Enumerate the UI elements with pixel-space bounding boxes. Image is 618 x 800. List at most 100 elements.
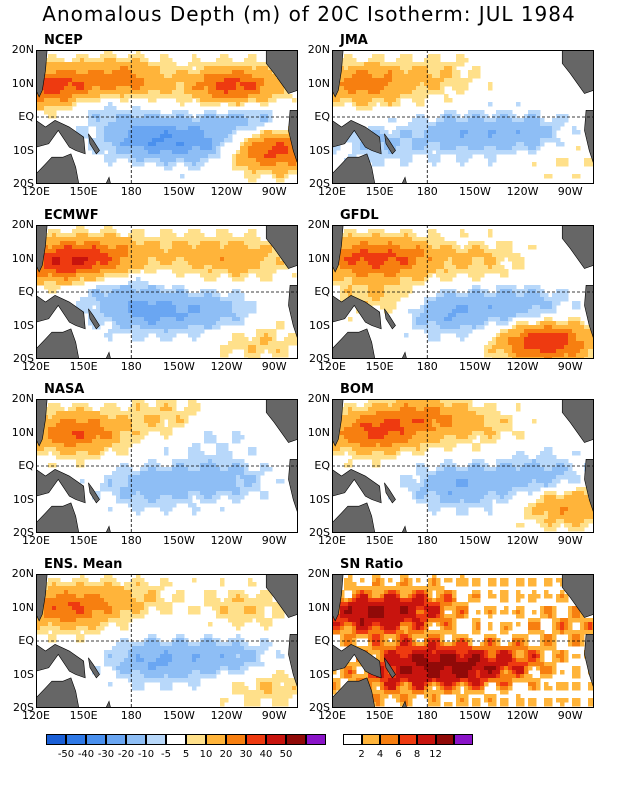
heatmap-cell (368, 82, 373, 87)
heatmap-cell (228, 297, 233, 302)
lat-tick-label: 20N (307, 43, 330, 56)
heatmap-cell (344, 285, 349, 290)
heatmap-cell (508, 309, 513, 314)
heatmap-cell (536, 313, 541, 318)
heatmap-cell (504, 253, 509, 258)
heatmap-cell (264, 114, 269, 119)
heatmap-cell (496, 345, 501, 350)
heatmap-cell (88, 301, 93, 306)
heatmap-cell (176, 329, 181, 334)
heatmap-cell (108, 415, 113, 420)
heatmap-cell (212, 126, 217, 131)
heatmap-cell (192, 162, 197, 167)
heatmap-cell (388, 261, 393, 266)
heatmap-cell (420, 146, 425, 151)
heatmap-cell (220, 349, 225, 354)
heatmap-cell (220, 321, 225, 326)
heatmap-cell (384, 241, 389, 246)
heatmap-cell (232, 297, 237, 302)
heatmap-cell (104, 225, 109, 230)
heatmap-cell (120, 98, 125, 103)
heatmap-cell (548, 341, 553, 346)
heatmap-cell (528, 134, 533, 139)
heatmap-cell (404, 94, 409, 99)
heatmap-cell (236, 114, 241, 119)
heatmap-cell (508, 301, 513, 306)
heatmap-cell (236, 253, 241, 258)
heatmap-cell (560, 337, 565, 342)
heatmap-cell (272, 162, 277, 167)
heatmap-cell (44, 70, 49, 75)
heatmap-cell (168, 329, 173, 334)
heatmap-cell (356, 74, 361, 79)
heatmap-cell (380, 158, 385, 163)
heatmap-cell (376, 269, 381, 274)
heatmap-cell (476, 301, 481, 306)
heatmap-cell (76, 94, 81, 99)
heatmap-cell (100, 130, 105, 135)
heatmap-cell (532, 162, 537, 167)
heatmap-cell (488, 269, 493, 274)
heatmap-cell (44, 253, 49, 258)
heatmap-cell (116, 313, 121, 318)
heatmap-cell (400, 162, 405, 167)
heatmap-cell (68, 419, 73, 424)
heatmap-cell (268, 333, 273, 338)
heatmap-cell (200, 150, 205, 155)
heatmap-cell (400, 273, 405, 278)
heatmap-cell (156, 110, 161, 115)
heatmap-cell (120, 94, 125, 99)
heatmap-cells (332, 229, 594, 359)
heatmap-cell (196, 301, 201, 306)
heatmap-cell (520, 325, 525, 330)
heatmap-cell (152, 253, 157, 258)
heatmap-cell (216, 82, 221, 87)
heatmap-cell (464, 313, 469, 318)
heatmap-cell (256, 146, 261, 151)
heatmap-cell (536, 126, 541, 131)
heatmap-cell (500, 289, 505, 294)
heatmap-cell (244, 305, 249, 310)
heatmap-cell (368, 301, 373, 306)
heatmap-cell (408, 229, 413, 234)
heatmap-cell (420, 122, 425, 127)
heatmap-cell (432, 78, 437, 83)
heatmap-cell (340, 257, 345, 262)
heatmap-cell (128, 325, 133, 330)
heatmap-cell (192, 309, 197, 314)
heatmap-cell (156, 333, 161, 338)
heatmap-cell (104, 253, 109, 258)
heatmap-cell (192, 122, 197, 127)
lon-tick-label: 150E (69, 185, 98, 198)
heatmap-cell (108, 70, 113, 75)
heatmap-cell (548, 345, 553, 350)
heatmap-cell (152, 110, 157, 115)
heatmap-cell (484, 289, 489, 294)
heatmap-cell (476, 134, 481, 139)
heatmap-cell (96, 66, 101, 71)
heatmap-cell (368, 297, 373, 302)
heatmap-cell (208, 62, 213, 67)
heatmap-cell (156, 74, 161, 79)
heatmap-cell (48, 94, 53, 99)
heatmap-cell (364, 70, 369, 75)
heatmap-cell (88, 273, 93, 278)
heatmap-cell (168, 142, 173, 147)
heatmap-cell (92, 411, 97, 416)
heatmap-cell (472, 257, 477, 262)
heatmap-cell (124, 313, 129, 318)
heatmap-cell (240, 110, 245, 115)
heatmap-cell (268, 130, 273, 135)
heatmap-cell (552, 138, 557, 143)
heatmap-cell (236, 269, 241, 274)
heatmap-cell (560, 325, 565, 330)
heatmap-cell (128, 146, 133, 151)
heatmap-cell (184, 249, 189, 254)
heatmap-cell (36, 277, 41, 282)
heatmap-cell (244, 265, 249, 270)
heatmap-cell (352, 261, 357, 266)
heatmap-cell (232, 265, 237, 270)
heatmap-cell (76, 74, 81, 79)
heatmap-cell (108, 114, 113, 119)
heatmap-cell (500, 253, 505, 258)
